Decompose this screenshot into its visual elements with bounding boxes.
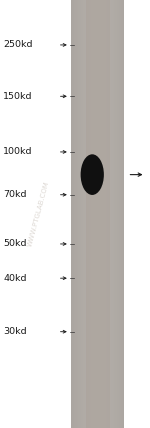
Bar [95,0,97,428]
Text: 70kd: 70kd [3,190,27,199]
Bar [115,0,117,428]
Bar [117,0,118,428]
Bar [99,0,100,428]
Bar [75,0,76,428]
Bar [90,0,91,428]
Bar [93,0,94,428]
Bar [107,0,109,428]
Bar [88,0,90,428]
Text: 40kd: 40kd [3,273,27,283]
Bar [74,0,75,428]
Bar [123,0,124,428]
Ellipse shape [81,155,104,195]
Bar [83,0,85,428]
Bar [94,0,95,428]
Bar [119,0,120,428]
Bar [98,0,99,428]
Bar [120,0,122,428]
Bar [109,0,110,428]
Bar [82,0,83,428]
Bar [76,0,78,428]
Bar [85,0,86,428]
Bar [91,0,93,428]
Text: 250kd: 250kd [3,40,33,50]
Bar [106,0,107,428]
Text: 100kd: 100kd [3,147,33,157]
Text: 30kd: 30kd [3,327,27,336]
Bar [111,0,112,428]
Bar [105,0,106,428]
Bar [81,0,82,428]
Bar [86,0,110,428]
Bar [114,0,115,428]
Bar [87,0,88,428]
Bar [118,0,119,428]
Bar [110,0,111,428]
Bar [78,0,79,428]
Bar [79,0,81,428]
Bar [102,0,103,428]
Bar [73,0,74,428]
Bar [112,0,114,428]
Bar [100,0,102,428]
Text: 150kd: 150kd [3,92,33,101]
Bar [97,0,98,428]
Text: WWW.PTGLAB.COM: WWW.PTGLAB.COM [27,181,51,247]
Bar [103,0,105,428]
Bar [71,0,73,428]
Bar [86,0,87,428]
Bar [122,0,123,428]
Text: 50kd: 50kd [3,239,27,249]
